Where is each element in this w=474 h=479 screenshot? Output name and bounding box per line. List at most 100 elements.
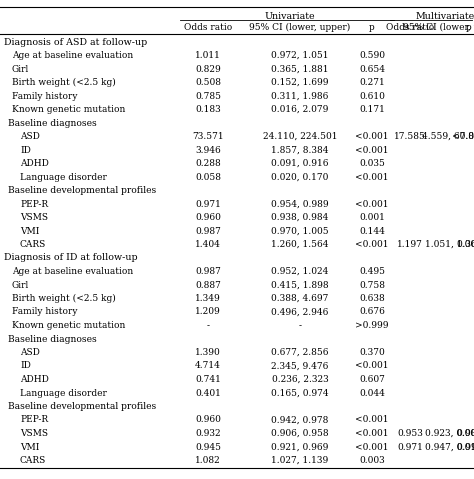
Text: 0.921, 0.969: 0.921, 0.969 [271, 443, 328, 452]
Text: 0.058: 0.058 [195, 172, 221, 182]
Text: Girl: Girl [12, 281, 29, 289]
Text: Diagnosis of ID at follow-up: Diagnosis of ID at follow-up [4, 253, 137, 262]
Text: 0.401: 0.401 [195, 388, 221, 398]
Text: p: p [369, 23, 375, 32]
Text: 0.020, 0.170: 0.020, 0.170 [271, 172, 328, 182]
Text: 0.365, 1.881: 0.365, 1.881 [271, 65, 329, 73]
Text: 0.001: 0.001 [359, 213, 385, 222]
Text: <0.001: <0.001 [355, 132, 389, 141]
Text: Baseline diagnoses: Baseline diagnoses [8, 334, 97, 343]
Text: ADHD: ADHD [20, 375, 49, 384]
Text: <0.001: <0.001 [355, 240, 389, 249]
Text: ASD: ASD [20, 348, 40, 357]
Text: 4.559, 67.830: 4.559, 67.830 [422, 132, 474, 141]
Text: <0.001: <0.001 [355, 443, 389, 452]
Text: 0.607: 0.607 [359, 375, 385, 384]
Text: Baseline diagnoses: Baseline diagnoses [8, 118, 97, 127]
Text: 1.027, 1.139: 1.027, 1.139 [272, 456, 328, 465]
Text: 0.004: 0.004 [456, 429, 474, 438]
Text: ID: ID [20, 362, 31, 370]
Text: Odds ratio: Odds ratio [386, 23, 434, 32]
Text: 0.923, 0.985: 0.923, 0.985 [425, 429, 474, 438]
Text: <0.001: <0.001 [355, 429, 389, 438]
Text: PEP-R: PEP-R [20, 415, 48, 424]
Text: 0.388, 4.697: 0.388, 4.697 [271, 294, 328, 303]
Text: 0.654: 0.654 [359, 65, 385, 73]
Text: 0.953: 0.953 [397, 429, 423, 438]
Text: 0.610: 0.610 [359, 91, 385, 101]
Text: 0.415, 1.898: 0.415, 1.898 [271, 281, 329, 289]
Text: 0.972, 1.051: 0.972, 1.051 [271, 51, 329, 60]
Text: 1.082: 1.082 [195, 456, 221, 465]
Text: CARS: CARS [20, 240, 46, 249]
Text: 0.016, 2.079: 0.016, 2.079 [271, 105, 328, 114]
Text: 0.942, 0.978: 0.942, 0.978 [271, 415, 328, 424]
Text: 0.906, 0.958: 0.906, 0.958 [271, 429, 329, 438]
Text: 73.571: 73.571 [192, 132, 224, 141]
Text: 0.370: 0.370 [359, 348, 385, 357]
Text: 1.197: 1.197 [397, 240, 423, 249]
Text: Birth weight (<2.5 kg): Birth weight (<2.5 kg) [12, 294, 116, 303]
Text: Age at baseline evaluation: Age at baseline evaluation [12, 51, 133, 60]
Text: 0.152, 1.699: 0.152, 1.699 [271, 78, 329, 87]
Text: 0.758: 0.758 [359, 281, 385, 289]
Text: 1.390: 1.390 [195, 348, 221, 357]
Text: Age at baseline evaluation: Age at baseline evaluation [12, 267, 133, 276]
Text: 1.404: 1.404 [195, 240, 221, 249]
Text: 0.183: 0.183 [195, 105, 221, 114]
Text: 0.952, 1.024: 0.952, 1.024 [271, 267, 328, 276]
Text: 1.857, 8.384: 1.857, 8.384 [271, 146, 329, 155]
Text: 0.970, 1.005: 0.970, 1.005 [271, 227, 329, 236]
Text: 0.932: 0.932 [195, 429, 221, 438]
Text: 0.971: 0.971 [195, 199, 221, 208]
Text: 0.987: 0.987 [195, 267, 221, 276]
Text: 0.960: 0.960 [195, 415, 221, 424]
Text: 1.051, 1.362: 1.051, 1.362 [425, 240, 474, 249]
Text: Diagnosis of ASD at follow-up: Diagnosis of ASD at follow-up [4, 37, 147, 46]
Text: -: - [299, 321, 301, 330]
Text: VMI: VMI [20, 227, 39, 236]
Text: CARS: CARS [20, 456, 46, 465]
Text: 0.829: 0.829 [195, 65, 221, 73]
Text: 0.288: 0.288 [195, 159, 221, 168]
Text: <0.001: <0.001 [355, 172, 389, 182]
Text: PEP-R: PEP-R [20, 199, 48, 208]
Text: 0.271: 0.271 [359, 78, 385, 87]
Text: Baseline developmental profiles: Baseline developmental profiles [8, 186, 156, 195]
Text: Odds ratio: Odds ratio [184, 23, 232, 32]
Text: 0.165, 0.974: 0.165, 0.974 [271, 388, 329, 398]
Text: -: - [207, 321, 210, 330]
Text: Univariate: Univariate [264, 11, 315, 21]
Text: 0.508: 0.508 [195, 78, 221, 87]
Text: Language disorder: Language disorder [20, 388, 107, 398]
Text: 0.638: 0.638 [359, 294, 385, 303]
Text: 0.960: 0.960 [195, 213, 221, 222]
Text: 0.003: 0.003 [359, 456, 385, 465]
Text: 95% CI (lower, upper): 95% CI (lower, upper) [249, 23, 351, 32]
Text: 1.011: 1.011 [195, 51, 221, 60]
Text: >0.999: >0.999 [355, 321, 389, 330]
Text: 0.676: 0.676 [359, 308, 385, 317]
Text: 0.945: 0.945 [195, 443, 221, 452]
Text: <0.001: <0.001 [355, 415, 389, 424]
Text: 0.947, 0.995: 0.947, 0.995 [425, 443, 474, 452]
Text: VMI: VMI [20, 443, 39, 452]
Text: 24.110, 224.501: 24.110, 224.501 [263, 132, 337, 141]
Text: Multivariate: Multivariate [415, 11, 474, 21]
Text: 1.209: 1.209 [195, 308, 221, 317]
Text: p: p [466, 23, 472, 32]
Text: 4.714: 4.714 [195, 362, 221, 370]
Text: Girl: Girl [12, 65, 29, 73]
Text: 0.677, 2.856: 0.677, 2.856 [271, 348, 329, 357]
Text: <0.001: <0.001 [452, 132, 474, 141]
Text: 0.887: 0.887 [195, 281, 221, 289]
Text: Family history: Family history [12, 308, 78, 317]
Text: 0.971: 0.971 [397, 443, 423, 452]
Text: 0.741: 0.741 [195, 375, 221, 384]
Text: 0.938, 0.984: 0.938, 0.984 [271, 213, 328, 222]
Text: 0.785: 0.785 [195, 91, 221, 101]
Text: 0.496, 2.946: 0.496, 2.946 [271, 308, 328, 317]
Text: 0.171: 0.171 [359, 105, 385, 114]
Text: ASD: ASD [20, 132, 40, 141]
Text: Birth weight (<2.5 kg): Birth weight (<2.5 kg) [12, 78, 116, 87]
